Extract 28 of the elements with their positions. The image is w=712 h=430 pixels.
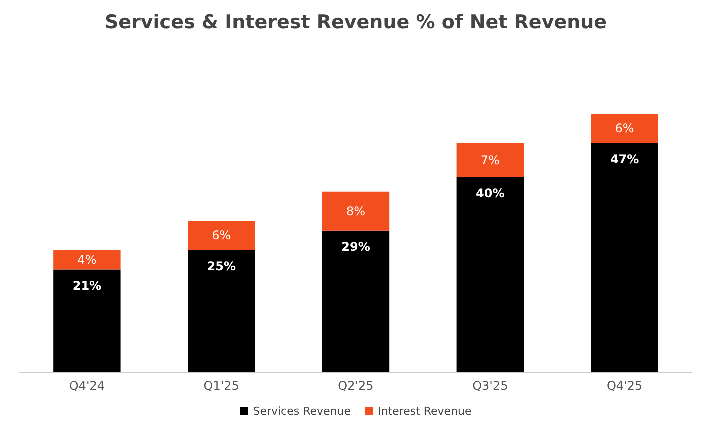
bar (322, 192, 390, 231)
data-label: 7% (480, 153, 500, 168)
data-label: 21% (72, 278, 102, 293)
data-label: 40% (476, 186, 505, 200)
bar (456, 177, 524, 372)
chart-title: Services & Interest Revenue % of Net Revenue (104, 12, 608, 34)
data-label: 29% (342, 240, 370, 254)
x-tick-label: Q4'24 (69, 379, 106, 393)
legend-label: Services Revenue (253, 405, 352, 418)
bar (188, 221, 256, 250)
data-label: 6% (212, 228, 232, 243)
bar (591, 143, 658, 372)
x-tick-label: Q1'25 (204, 379, 240, 393)
data-label: 4% (78, 253, 97, 268)
data-label: 47% (610, 152, 640, 166)
bar (322, 230, 390, 372)
bar (54, 250, 121, 270)
x-tick-label: Q2'25 (338, 379, 374, 393)
bar (456, 143, 524, 178)
data-label: 6% (615, 122, 634, 136)
x-tick-label: Q4'25 (606, 379, 643, 393)
legend-label: Interest Revenue (378, 405, 472, 418)
bar (188, 250, 256, 372)
bar (591, 114, 658, 144)
data-label: 25% (207, 259, 236, 274)
bar (54, 270, 121, 372)
x-tick-label: Q3'25 (472, 379, 508, 393)
data-label: 8% (346, 204, 366, 218)
